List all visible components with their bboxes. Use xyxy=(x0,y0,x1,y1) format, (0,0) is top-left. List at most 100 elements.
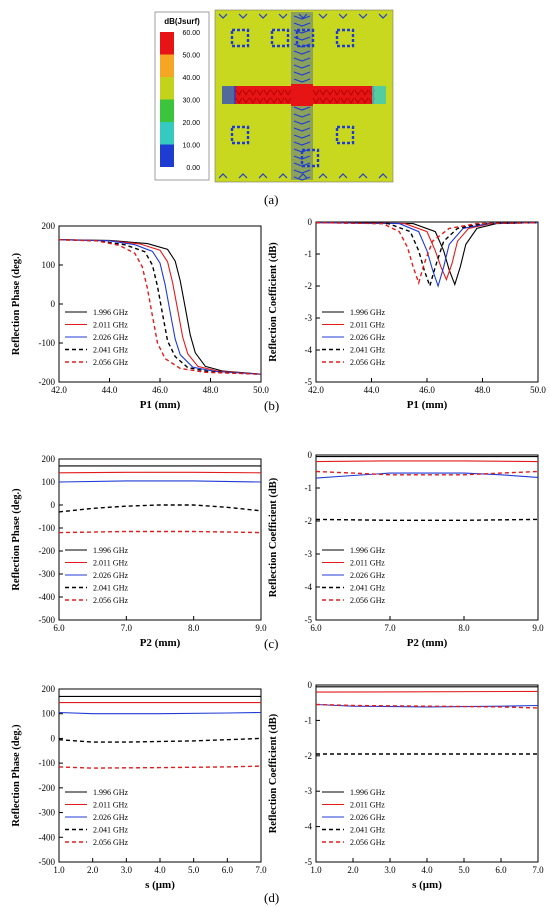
legend-label: 1.996 GHz xyxy=(93,308,129,317)
x-tick-label: 6.0 xyxy=(222,865,234,875)
legend-label: 2.041 GHz xyxy=(350,826,386,835)
y-tick-label: -200 xyxy=(39,783,56,793)
legend-label: 2.026 GHz xyxy=(93,813,129,822)
colorbar-segment xyxy=(160,99,174,122)
legend-label: 2.041 GHz xyxy=(93,584,129,593)
edge-arrow xyxy=(258,13,268,19)
chart-b-phase: 42.0 44.0 46.0 48.0 50.0 -200 -100 0 100 200 P1 (m… xyxy=(11,221,269,411)
strip-arrow xyxy=(235,89,243,104)
strip-arrow xyxy=(293,78,311,83)
x-tick-label: 7.0 xyxy=(384,623,396,633)
x-tick-label: 5.0 xyxy=(458,865,470,875)
x-axis-label: P2 (mm) xyxy=(140,637,181,649)
x-tick-label: 6.0 xyxy=(495,865,507,875)
y-tick-label: 0 xyxy=(308,450,313,460)
y-tick-label: -3 xyxy=(305,786,313,796)
x-tick-label: 6.0 xyxy=(310,623,322,633)
strip-arrow xyxy=(333,89,341,104)
series-line xyxy=(316,470,538,476)
x-tick-label: 6.0 xyxy=(53,623,65,633)
y-tick-label: -3 xyxy=(305,549,313,559)
x-tick-label: 1.0 xyxy=(53,865,65,875)
colorbar-title: dB(Jsurf) xyxy=(164,17,200,26)
series-group xyxy=(59,465,261,534)
colorbar-tick: 40.00 xyxy=(182,75,200,82)
y-tick-label: 100 xyxy=(42,260,56,270)
legend-label: 2.011 GHz xyxy=(93,321,128,330)
colorbar-tick: 20.00 xyxy=(182,120,200,127)
strip-arrow xyxy=(354,89,362,104)
strip-arrow xyxy=(293,15,311,20)
chart-c-phase: 6.0 7.0 8.0 9.0 -500 -400 -300 -200 -100 0 100 200 P… xyxy=(11,454,267,649)
chart-b-coef: 42.0 44.0 46.0 48.0 50.0 -5 -4 -3 -2 -1 0 P1 (mm) Re… xyxy=(268,217,546,411)
x-tick-label: 48.0 xyxy=(475,385,491,395)
strip-arrow xyxy=(293,22,311,27)
x-tick-label: 4.0 xyxy=(421,865,433,875)
edge-arrow xyxy=(238,173,248,179)
x-tick-label: 1.0 xyxy=(310,865,322,875)
legend-label: 2.041 GHz xyxy=(350,346,386,355)
series-line xyxy=(59,239,261,375)
strip-arrow xyxy=(293,134,311,139)
y-axis-label: Reflection Phase (deg.) xyxy=(11,252,22,355)
y-tick-label: -300 xyxy=(39,569,56,579)
legend-label: 1.996 GHz xyxy=(93,546,129,555)
series-line xyxy=(316,460,538,463)
panel-label-a: (a) xyxy=(264,192,279,207)
series-line xyxy=(59,737,261,743)
edge-arrow xyxy=(238,13,248,19)
y-tick-label: -100 xyxy=(39,523,56,533)
y-tick-label: -1 xyxy=(305,249,313,259)
cross-center xyxy=(291,84,313,106)
legend-label: 1.996 GHz xyxy=(350,308,386,317)
series-line xyxy=(59,471,261,474)
y-tick-label: 0 xyxy=(308,680,313,690)
legend-label: 2.056 GHz xyxy=(93,596,129,605)
y-tick-label: -300 xyxy=(39,808,56,818)
x-axis-label: s (μm) xyxy=(145,879,175,891)
legend-label: 2.011 GHz xyxy=(93,559,128,568)
y-tick-label: 0 xyxy=(51,733,56,743)
x-tick-label: 5.0 xyxy=(188,865,200,875)
legend-label: 2.026 GHz xyxy=(350,333,386,342)
x-tick-label: 4.0 xyxy=(154,865,166,875)
legend-label: 2.056 GHz xyxy=(93,838,129,847)
strip-arrow xyxy=(293,127,311,132)
strip-arrow xyxy=(293,120,311,125)
x-tick-label: 3.0 xyxy=(384,865,396,875)
series-line xyxy=(316,222,538,286)
x-axis-label: P1 (mm) xyxy=(140,399,181,411)
y-tick-label: -2 xyxy=(305,516,313,526)
series-line xyxy=(316,222,538,287)
strip-arrow xyxy=(293,176,311,181)
strip-arrow xyxy=(284,89,292,104)
x-tick-label: 9.0 xyxy=(532,623,544,633)
colorbar-tick: 0.00 xyxy=(186,165,200,172)
legend-label: 1.996 GHz xyxy=(350,788,386,797)
current-loop xyxy=(335,28,355,48)
x-tick-label: 7.0 xyxy=(255,865,267,875)
y-tick-label: -500 xyxy=(39,615,56,625)
x-tick-label: 8.0 xyxy=(188,623,200,633)
y-tick-label: 0 xyxy=(51,299,56,309)
strip-arrow xyxy=(242,89,250,104)
y-tick-label: -1 xyxy=(305,483,313,493)
x-tick-label: 3.0 xyxy=(121,865,133,875)
current-loop xyxy=(335,125,355,145)
y-tick-label: -5 xyxy=(305,857,313,867)
series-line xyxy=(316,222,538,288)
legend-label: 2.056 GHz xyxy=(93,358,129,367)
strip-arrow xyxy=(256,89,264,104)
legend-label: 2.056 GHz xyxy=(350,596,386,605)
legend-label: 1.996 GHz xyxy=(350,546,386,555)
surface-current-map: dB(Jsurf) 60.00 50.00 40.00 30.00 20.00 10.00 0… xyxy=(154,9,394,183)
x-tick-label: 44.0 xyxy=(364,385,380,395)
series-line xyxy=(316,472,538,479)
edge-arrow xyxy=(258,173,268,179)
legend-label: 2.041 GHz xyxy=(93,346,129,355)
series-group xyxy=(316,456,538,521)
current-loop xyxy=(230,125,250,145)
colorbar-segment xyxy=(160,32,174,55)
series-line xyxy=(59,765,261,769)
series-line xyxy=(316,518,538,521)
